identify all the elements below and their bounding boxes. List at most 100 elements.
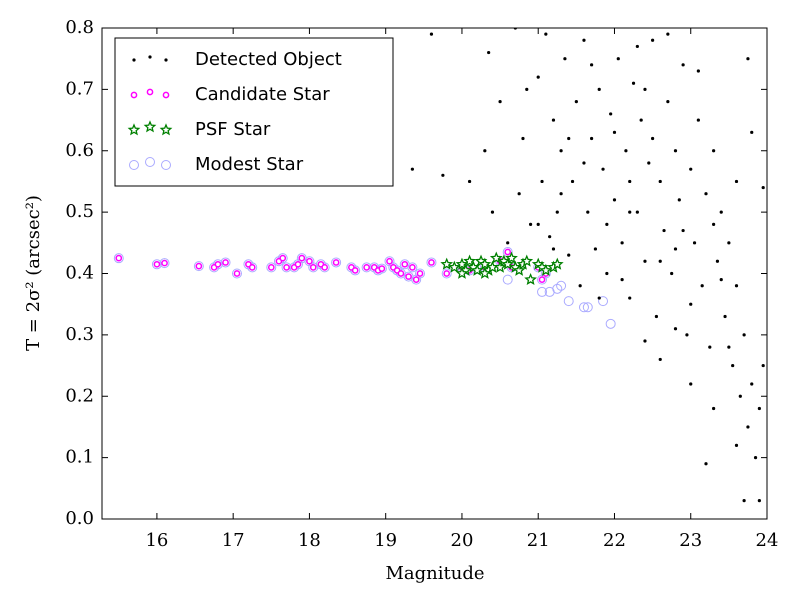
point xyxy=(677,198,681,202)
point xyxy=(416,270,424,277)
point xyxy=(115,254,123,262)
legend-box xyxy=(114,37,394,187)
point xyxy=(651,38,655,42)
point xyxy=(734,284,739,288)
point xyxy=(401,260,409,268)
point xyxy=(567,136,571,141)
point xyxy=(708,345,712,349)
point xyxy=(654,314,659,319)
point xyxy=(298,254,306,262)
point xyxy=(378,265,386,272)
point xyxy=(551,118,556,122)
point xyxy=(143,120,157,133)
y-tick-label: 0.0 xyxy=(65,508,94,529)
point xyxy=(222,259,229,266)
point xyxy=(715,259,720,263)
point xyxy=(443,270,451,277)
point xyxy=(556,280,567,291)
point xyxy=(455,257,469,270)
point xyxy=(712,222,716,226)
point xyxy=(463,254,476,267)
point xyxy=(643,339,647,343)
point xyxy=(555,210,559,214)
point xyxy=(504,248,512,256)
point xyxy=(159,123,173,136)
point xyxy=(332,259,340,266)
point xyxy=(161,259,168,267)
point xyxy=(363,264,370,271)
point xyxy=(609,112,613,116)
point xyxy=(544,32,548,36)
point xyxy=(567,253,571,257)
point xyxy=(153,260,161,268)
point xyxy=(161,160,171,170)
point xyxy=(635,210,639,214)
y-tick-label: 0.2 xyxy=(65,385,94,406)
point xyxy=(412,276,420,283)
point xyxy=(309,264,317,271)
point xyxy=(753,456,758,460)
point xyxy=(681,63,685,67)
point xyxy=(673,149,678,153)
point xyxy=(734,443,739,447)
point xyxy=(539,263,553,276)
point xyxy=(757,406,761,411)
legend-label: Candidate Star xyxy=(195,84,330,105)
point xyxy=(195,262,203,270)
point xyxy=(658,357,662,362)
point xyxy=(628,210,632,214)
point xyxy=(351,267,359,274)
point xyxy=(231,268,242,279)
point xyxy=(673,247,678,251)
point xyxy=(734,179,739,184)
point xyxy=(129,160,139,170)
point xyxy=(498,100,502,104)
point xyxy=(525,87,529,91)
y-tick-label: 0.8 xyxy=(65,17,94,38)
y-tick-label: 0.4 xyxy=(65,263,94,284)
y-tick-label: 0.6 xyxy=(65,140,94,161)
point xyxy=(331,257,342,268)
point xyxy=(620,241,624,245)
x-tick-label: 20 xyxy=(451,530,474,551)
point xyxy=(643,87,647,91)
point xyxy=(582,161,586,165)
point xyxy=(455,266,469,279)
point xyxy=(635,44,639,49)
point xyxy=(493,260,507,273)
point xyxy=(512,263,526,276)
point xyxy=(639,118,643,122)
point xyxy=(738,394,742,398)
point xyxy=(719,278,723,282)
point xyxy=(506,241,510,245)
point xyxy=(524,272,537,286)
point xyxy=(528,222,533,226)
point xyxy=(578,284,582,288)
point xyxy=(127,123,141,136)
point xyxy=(746,425,750,429)
point xyxy=(570,179,575,184)
point xyxy=(410,167,414,171)
point xyxy=(662,228,666,233)
point xyxy=(520,254,534,267)
point xyxy=(386,257,393,265)
point xyxy=(628,179,632,184)
point xyxy=(441,173,445,177)
point xyxy=(712,406,716,411)
point xyxy=(538,276,546,283)
point xyxy=(447,260,461,273)
point xyxy=(750,130,754,134)
point xyxy=(559,149,563,153)
point xyxy=(651,136,655,141)
point xyxy=(429,32,434,36)
point xyxy=(233,270,241,277)
point xyxy=(574,100,578,104)
point xyxy=(428,259,435,266)
point xyxy=(478,266,492,279)
point xyxy=(162,91,170,99)
point xyxy=(441,268,452,279)
point xyxy=(517,192,521,196)
point xyxy=(704,192,708,196)
point xyxy=(598,296,609,307)
